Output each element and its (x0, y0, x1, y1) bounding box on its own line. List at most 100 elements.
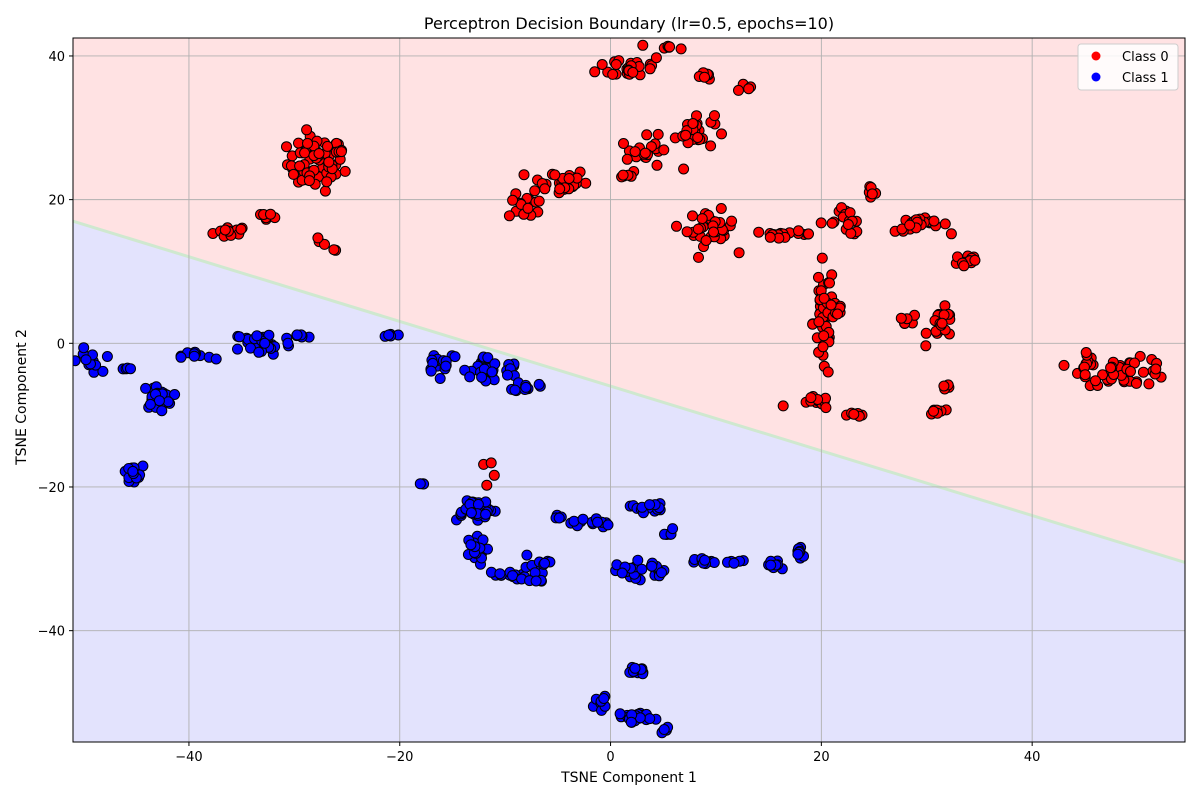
data-point (529, 185, 541, 197)
legend-marker (1091, 51, 1101, 61)
x-tick-label: 0 (606, 750, 614, 765)
data-point (658, 724, 670, 735)
data-point (716, 128, 727, 140)
data-point (733, 247, 745, 259)
data-point (125, 363, 136, 375)
data-point (743, 83, 755, 95)
data-point (699, 554, 711, 566)
data-point (73, 355, 81, 367)
data-point (681, 226, 693, 238)
data-point (1058, 359, 1070, 371)
data-point (465, 507, 477, 519)
data-point (259, 337, 271, 349)
legend-label: Class 0 (1122, 50, 1169, 65)
data-point (621, 153, 633, 165)
data-point (1105, 362, 1117, 374)
data-point (480, 508, 492, 520)
data-point (726, 215, 738, 227)
data-point (792, 548, 804, 560)
data-point (335, 146, 347, 158)
data-point (481, 479, 493, 491)
data-point (440, 360, 452, 372)
data-point (920, 327, 932, 339)
data-point (866, 188, 878, 200)
data-point (301, 124, 313, 136)
data-point (568, 515, 580, 527)
axes-frame (72, 37, 1186, 743)
data-point (675, 43, 687, 55)
data-point (465, 539, 477, 551)
data-point (651, 159, 663, 171)
data-point (813, 271, 824, 283)
y-tick-label: 20 (48, 194, 65, 209)
data-point (652, 128, 664, 140)
data-point (507, 194, 519, 206)
plot-area (72, 37, 1186, 743)
data-point (78, 342, 90, 354)
data-point (485, 457, 497, 469)
data-point (339, 165, 351, 177)
data-point (235, 223, 247, 235)
data-point (553, 512, 565, 524)
data-point (282, 337, 294, 349)
data-point (637, 39, 649, 51)
data-point (577, 513, 589, 525)
data-point (928, 215, 940, 227)
data-point (533, 195, 545, 207)
data-point (219, 224, 231, 236)
y-tick-label: −20 (38, 481, 65, 496)
data-point (765, 559, 777, 571)
data-point (617, 169, 629, 181)
data-point (322, 140, 333, 152)
data-point (1137, 366, 1149, 378)
data-point (554, 183, 566, 195)
data-point (692, 132, 704, 143)
series-class-1 (73, 328, 809, 739)
legend-box (1077, 43, 1179, 91)
data-point (700, 235, 712, 246)
data-point (629, 146, 641, 158)
data-point (680, 129, 692, 141)
data-point (494, 568, 506, 580)
data-point (936, 317, 948, 329)
data-point (656, 567, 667, 579)
data-point (153, 395, 165, 407)
data-point (188, 350, 200, 362)
data-point (928, 405, 939, 417)
data-point (636, 563, 648, 575)
data-point (291, 329, 303, 341)
data-point (805, 392, 817, 404)
data-point (632, 554, 644, 566)
data-point (1080, 347, 1092, 358)
data-point (813, 316, 825, 328)
data-point (486, 366, 498, 378)
data-point (644, 713, 656, 725)
data-point (321, 176, 333, 188)
data-point (958, 260, 970, 272)
legend: Class 0 Class 1 (1077, 43, 1179, 91)
legend-marker (1091, 72, 1101, 82)
data-point (945, 228, 957, 240)
data-point (904, 219, 916, 231)
data-point (299, 147, 311, 159)
x-tick-label: −40 (175, 750, 202, 765)
data-point (614, 708, 626, 720)
data-point (708, 226, 719, 238)
data-point (210, 353, 222, 365)
data-point (294, 160, 306, 172)
decision-boundary-line (73, 219, 1185, 564)
data-point (175, 351, 187, 363)
data-point (233, 331, 245, 343)
data-point (625, 716, 637, 728)
data-point (664, 41, 676, 53)
data-point (1125, 365, 1136, 377)
data-point (507, 570, 519, 582)
data-point (815, 217, 827, 229)
legend-label: Class 1 (1122, 71, 1169, 86)
data-point (265, 208, 276, 220)
data-point (678, 163, 690, 175)
axis-ticks: −40 −20 0 20 40 −40 −20 0 20 40 (38, 50, 1041, 765)
data-point (764, 231, 776, 243)
data-point (639, 147, 651, 159)
